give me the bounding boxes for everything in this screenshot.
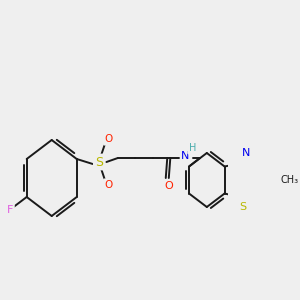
Text: S: S [239, 202, 246, 212]
Text: H: H [189, 143, 196, 153]
Text: N: N [242, 148, 250, 158]
Text: S: S [95, 155, 103, 169]
Text: CH₃: CH₃ [281, 175, 299, 185]
Text: O: O [105, 180, 113, 190]
Text: O: O [164, 181, 173, 191]
Text: F: F [7, 205, 13, 215]
Text: O: O [105, 134, 113, 144]
Text: N: N [181, 151, 190, 161]
